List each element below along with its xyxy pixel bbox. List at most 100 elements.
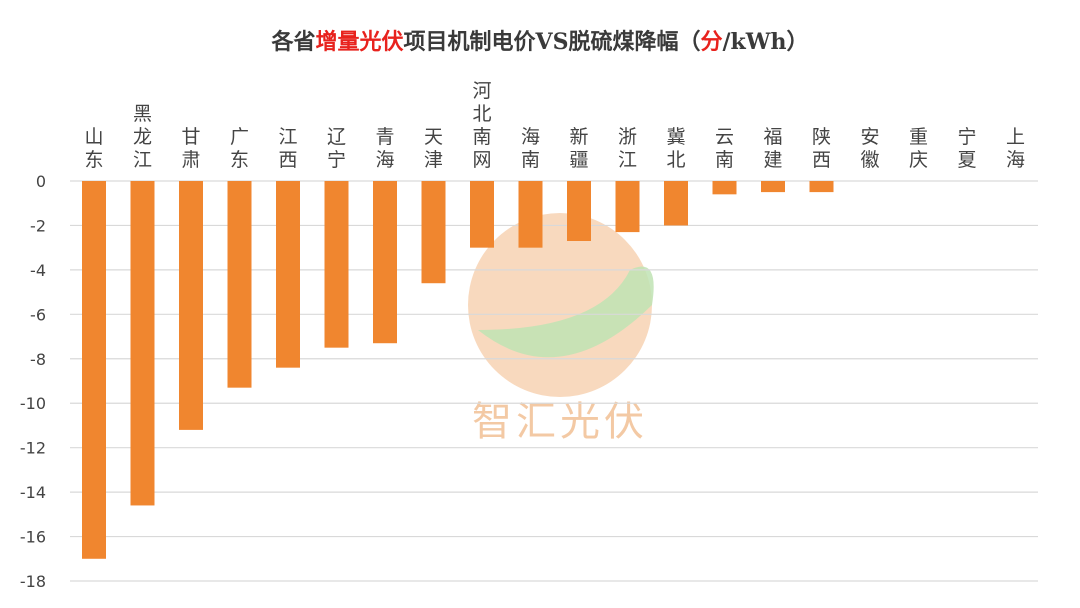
y-tick-label: -14 (20, 483, 46, 502)
bar (324, 181, 349, 348)
y-tick-label: -16 (20, 528, 46, 547)
bar (82, 181, 106, 559)
category-label-char: 南 (715, 149, 734, 171)
category-label-char: 东 (230, 149, 249, 171)
title-part-2: 项目机制电价VS脱硫煤降幅（ (403, 29, 701, 55)
category-label: 宁夏 (957, 126, 976, 171)
category-label-char: 江 (278, 126, 297, 148)
title-highlight-1: 增量光伏 (315, 29, 404, 55)
category-label: 海南 (521, 126, 540, 171)
category-label-char: 宁 (957, 126, 976, 148)
category-label: 上海 (1006, 126, 1025, 171)
bar (712, 181, 737, 195)
category-label-char: 建 (763, 149, 782, 171)
category-label: 新疆 (569, 126, 588, 171)
y-tick-label: -18 (20, 572, 46, 591)
category-label-char: 山 (84, 126, 103, 148)
category-label-char: 徽 (860, 149, 879, 171)
category-label-char: 广 (230, 126, 249, 148)
y-tick-label: -4 (30, 261, 46, 280)
category-label-char: 肃 (181, 149, 200, 171)
bar (567, 181, 591, 241)
category-label-char: 南 (521, 149, 540, 171)
bar (130, 181, 155, 506)
category-label: 福建 (763, 126, 782, 171)
y-tick-label: -8 (30, 350, 46, 369)
category-label-char: 海 (521, 126, 540, 148)
category-label: 云南 (715, 126, 734, 171)
title-highlight-2: 分 (700, 29, 723, 55)
category-label-char: 重 (909, 126, 928, 148)
category-label-char: 西 (812, 149, 831, 171)
category-label-char: 西 (278, 149, 297, 171)
category-label-char: 上 (1006, 126, 1025, 148)
category-label-char: 辽 (327, 126, 346, 148)
category-label: 广东 (230, 126, 249, 171)
y-tick-label: -12 (20, 439, 46, 458)
category-label-char: 海 (1006, 149, 1025, 171)
category-label: 天津 (424, 126, 443, 171)
category-label: 陕西 (812, 126, 831, 171)
category-label: 山东 (84, 126, 103, 171)
category-label-char: 陕 (812, 126, 831, 148)
category-label-char: 南 (472, 126, 491, 148)
category-label-char: 江 (133, 149, 152, 171)
bar (373, 181, 397, 344)
category-label-char: 冀 (666, 126, 685, 148)
category-label-char: 北 (472, 103, 491, 125)
title-part-3: /kWh） (722, 29, 809, 55)
category-label-char: 海 (375, 149, 394, 171)
bar (761, 181, 785, 193)
y-tick-label: -6 (30, 305, 46, 324)
category-label-char: 新 (569, 126, 588, 148)
category-label-char: 夏 (957, 149, 976, 171)
y-tick-label: -10 (20, 394, 46, 413)
bar (664, 181, 688, 226)
category-label: 安徽 (860, 126, 879, 171)
category-label: 青海 (375, 126, 394, 171)
category-label: 辽宁 (327, 126, 346, 171)
category-label: 甘肃 (181, 126, 200, 171)
category-label-char: 青 (375, 126, 394, 148)
category-label-char: 天 (424, 126, 443, 148)
category-label-char: 甘 (181, 126, 200, 148)
bar (421, 181, 446, 284)
bar (615, 181, 640, 233)
category-label-char: 河 (472, 80, 491, 102)
category-label-char: 福 (763, 126, 782, 148)
category-label-char: 庆 (909, 149, 928, 171)
bar (227, 181, 252, 388)
title-part-1: 各省 (271, 29, 316, 55)
watermark-logo: 智汇光伏 (468, 213, 654, 445)
category-label: 冀北 (666, 126, 685, 171)
bar (809, 181, 834, 193)
bar (276, 181, 300, 368)
category-label-char: 津 (424, 149, 443, 171)
watermark-leaf-icon (478, 266, 654, 358)
category-label-char: 江 (618, 149, 637, 171)
watermark-sun-icon (468, 213, 652, 397)
y-tick-label: 0 (36, 172, 46, 191)
watermark-text: 智汇光伏 (472, 399, 648, 445)
category-label-char: 龙 (133, 126, 152, 148)
category-label: 浙江 (618, 126, 637, 171)
bar (470, 181, 494, 248)
bar (179, 181, 203, 430)
bar (518, 181, 543, 248)
category-label-char: 安 (860, 126, 879, 148)
category-label-char: 北 (666, 149, 685, 171)
category-label: 重庆 (909, 126, 928, 171)
category-label-char: 疆 (569, 149, 588, 171)
category-label-char: 东 (84, 149, 103, 171)
category-label-char: 网 (472, 149, 491, 171)
category-label-char: 宁 (327, 149, 346, 171)
category-label: 黑龙江 (133, 103, 152, 171)
chart-title: 各省增量光伏项目机制电价VS脱硫煤降幅（分/kWh） (0, 24, 1080, 56)
category-label-char: 云 (715, 126, 734, 148)
y-tick-label: -2 (30, 216, 46, 235)
category-label-char: 黑 (133, 103, 152, 125)
category-label: 江西 (278, 126, 297, 171)
category-label-char: 浙 (618, 126, 637, 148)
